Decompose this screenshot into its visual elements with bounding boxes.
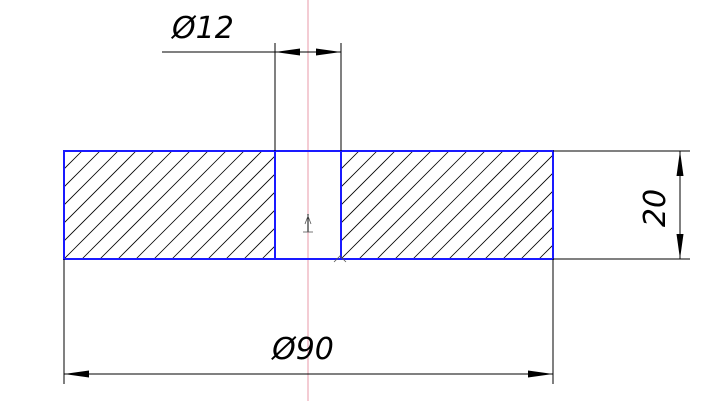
- hatch-line: [341, 151, 342, 152]
- hatch-line: [376, 151, 486, 259]
- hatch-line: [280, 151, 388, 259]
- hatch-line: [448, 154, 553, 259]
- hatch-line: [207, 191, 275, 259]
- hatch-line: [64, 151, 119, 206]
- hatch-line: [341, 151, 396, 206]
- arrowhead: [676, 151, 684, 176]
- hatch-line: [261, 245, 275, 259]
- hatch-line: [64, 151, 173, 259]
- hatch-line: [298, 151, 406, 259]
- hatch-line: [341, 151, 378, 188]
- thickness-label: 20: [638, 189, 673, 227]
- hatch-line: [466, 172, 553, 259]
- outer-diameter-label: Ø90: [270, 332, 334, 367]
- hatch-line: [64, 151, 83, 170]
- hatch-line: [99, 151, 209, 259]
- hatch-line: [171, 155, 275, 259]
- hatch-line: [64, 151, 137, 224]
- hatch-line: [358, 151, 468, 259]
- hatch-line: [412, 151, 522, 259]
- hatch-line: [430, 151, 540, 259]
- arrowhead: [676, 234, 684, 259]
- hatch-left: [64, 151, 478, 259]
- dimension-thickness: 20: [553, 150, 690, 260]
- arrowhead: [316, 48, 341, 56]
- hatch-line: [341, 151, 414, 224]
- hatch-line: [352, 151, 460, 259]
- hatch-right: [341, 151, 553, 259]
- arrowhead: [64, 370, 89, 378]
- part-section: [63, 150, 554, 260]
- hatch-line: [538, 244, 553, 259]
- hatch-line: [520, 226, 553, 259]
- hatch-line: [316, 151, 424, 259]
- hatch-line: [370, 151, 478, 259]
- arrowhead: [275, 48, 300, 56]
- hatch-line: [502, 208, 553, 259]
- hatch-line: [394, 151, 504, 259]
- hatch-line: [64, 151, 65, 152]
- dimension-outer-diameter: Ø90: [63, 259, 554, 384]
- hatch-line: [64, 151, 101, 188]
- hatch-line: [341, 151, 432, 242]
- arrowhead: [528, 370, 553, 378]
- hatch-line: [243, 227, 275, 259]
- origin-marker-icon: [303, 214, 347, 263]
- hatch-line: [64, 151, 155, 242]
- hatch-line: [117, 151, 227, 259]
- hatch-line: [484, 190, 553, 259]
- hatch-line: [341, 151, 360, 170]
- part-outline: [63, 150, 554, 260]
- dimension-hole-diameter: Ø12: [162, 11, 342, 151]
- hole-diameter-label: Ø12: [170, 11, 234, 46]
- hatch-line: [225, 209, 275, 259]
- hatch-line: [135, 151, 245, 259]
- hatch-line: [153, 151, 263, 259]
- hatch-line: [341, 151, 450, 259]
- hatch-line: [81, 151, 191, 259]
- hatch-line: [189, 173, 275, 259]
- hatch-line: [334, 151, 442, 259]
